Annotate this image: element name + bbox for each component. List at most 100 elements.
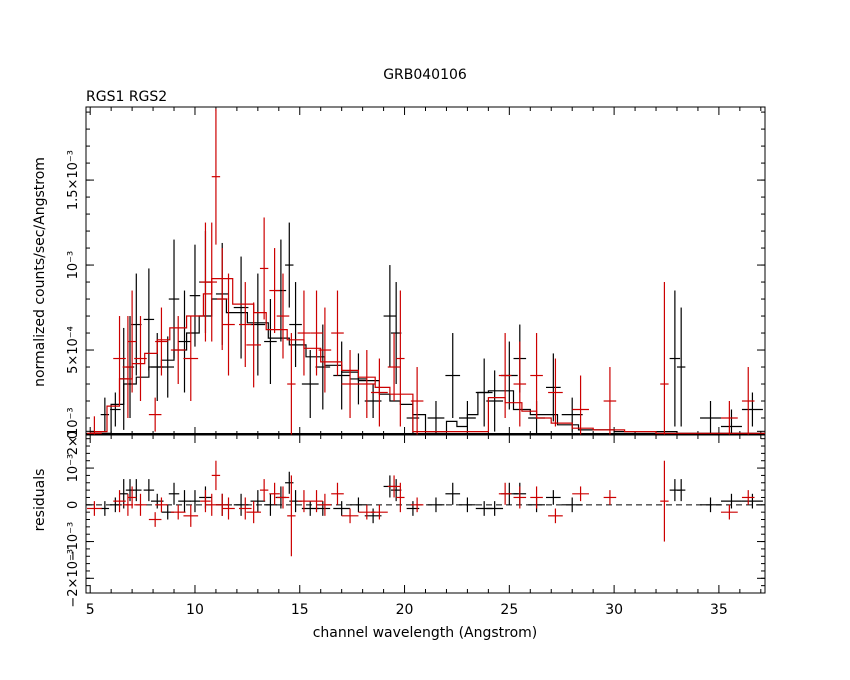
resid-data-point xyxy=(318,493,332,516)
resid-data-point xyxy=(700,497,721,513)
top-data-point xyxy=(161,336,175,398)
resid-data-point xyxy=(148,512,162,527)
resid-data-point xyxy=(741,490,755,505)
top-data-point xyxy=(222,273,235,376)
resid-data-point xyxy=(603,490,617,505)
top-data-point xyxy=(216,248,228,351)
resid-data-point xyxy=(134,493,147,516)
resid-data-point xyxy=(200,490,211,513)
resid-data-point xyxy=(110,497,121,513)
resid-data-point xyxy=(364,508,382,524)
x-axis-label: channel wavelength (Angstrom) xyxy=(313,625,538,641)
top-y-axis-label: normalized counts/sec/Angstrom xyxy=(32,157,48,387)
x-tick-label: 10 xyxy=(186,602,204,618)
top-data-point xyxy=(168,239,180,359)
x-tick-label: 15 xyxy=(291,602,309,618)
top-data-point xyxy=(155,307,168,376)
top-y-tick-label: 5×10⁻⁴ xyxy=(66,326,81,374)
top-data-point xyxy=(87,416,102,435)
resid-data-point xyxy=(410,497,424,513)
top-data-point xyxy=(513,341,527,427)
resid-data-point xyxy=(741,493,763,509)
resid-data-point xyxy=(530,486,543,509)
resid-data-point xyxy=(572,486,589,502)
top-data-point xyxy=(660,282,669,435)
top-data-point xyxy=(486,370,504,432)
top-data-point xyxy=(310,290,323,376)
resid-data-point xyxy=(331,482,344,505)
resid-data-point xyxy=(371,504,388,520)
resid-data-point xyxy=(183,504,199,527)
resid-data-point xyxy=(341,508,359,524)
resid-data-point xyxy=(222,497,235,520)
top-data-point xyxy=(134,316,147,402)
top-data-point xyxy=(364,384,382,419)
resid-data-point xyxy=(333,501,351,516)
top-data-point xyxy=(396,290,405,427)
resid-data-point xyxy=(513,486,527,509)
top-data-point xyxy=(427,401,445,435)
bottom-y-axis-label: residuals xyxy=(32,469,48,532)
resid-data-point xyxy=(87,501,102,516)
resid-data-point xyxy=(287,475,296,557)
resid-data-point xyxy=(498,482,512,505)
top-data-point xyxy=(741,367,755,435)
top-data-point xyxy=(572,375,589,435)
top-data-point xyxy=(720,409,742,435)
top-data-point xyxy=(720,401,738,435)
resid-data-point xyxy=(250,490,266,513)
x-tick-label: 20 xyxy=(396,602,414,618)
resid-data-point xyxy=(486,501,504,516)
resid-data-point xyxy=(445,482,461,505)
top-data-point xyxy=(246,302,261,388)
top-data-point xyxy=(700,401,721,435)
top-data-point xyxy=(110,392,121,427)
resid-data-point xyxy=(285,471,294,494)
model-step-line xyxy=(90,298,765,434)
top-y-tick-label: 0 xyxy=(66,431,81,439)
top-panel-frame xyxy=(85,106,766,436)
top-data-point xyxy=(276,273,290,359)
resid-data-point xyxy=(676,479,686,502)
top-data-point xyxy=(387,333,401,402)
x-tick-label: 25 xyxy=(500,602,518,618)
top-data-point xyxy=(546,353,561,422)
top-data-point xyxy=(297,290,311,376)
resid-data-point xyxy=(216,493,228,516)
top-data-point xyxy=(371,358,388,427)
top-data-point xyxy=(475,358,493,427)
top-data-point xyxy=(676,307,686,427)
resid-data-point xyxy=(350,497,367,513)
top-data-point xyxy=(183,316,199,402)
top-data-point xyxy=(127,290,137,393)
top-panel: 0 5×10⁻⁴ 10⁻³ 1.5×10⁻³ xyxy=(66,106,766,439)
resid-data-point xyxy=(233,493,249,516)
resid-data-point xyxy=(310,490,323,513)
top-data-point xyxy=(113,316,126,402)
resid-data-point xyxy=(238,497,252,520)
resid-data-point xyxy=(259,479,269,502)
resid-data-point xyxy=(143,479,155,502)
resid-y-tick-label: 2×10⁻³ xyxy=(66,407,81,455)
resid-y-tick-label: 0 xyxy=(66,501,81,509)
top-data-point xyxy=(250,273,266,376)
resid-data-point xyxy=(206,493,217,516)
model-step-line xyxy=(90,278,765,434)
resid-data-point xyxy=(546,490,561,505)
top-data-point xyxy=(178,290,191,393)
resid-data-point xyxy=(315,501,331,516)
top-data-point xyxy=(287,333,296,435)
resid-data-point xyxy=(211,460,221,491)
top-data-point xyxy=(269,248,280,334)
resid-data-point xyxy=(189,490,201,513)
resid-data-point xyxy=(100,501,110,516)
x-tick-label: 5 xyxy=(86,602,95,618)
resid-y-tick-label: 10⁻³ xyxy=(66,454,81,483)
top-data-point xyxy=(238,282,252,368)
resid-data-point xyxy=(113,490,126,513)
resid-data-point xyxy=(246,501,261,524)
top-data-point xyxy=(333,341,351,410)
top-data-point xyxy=(289,282,302,368)
resid-data-point xyxy=(548,508,563,524)
